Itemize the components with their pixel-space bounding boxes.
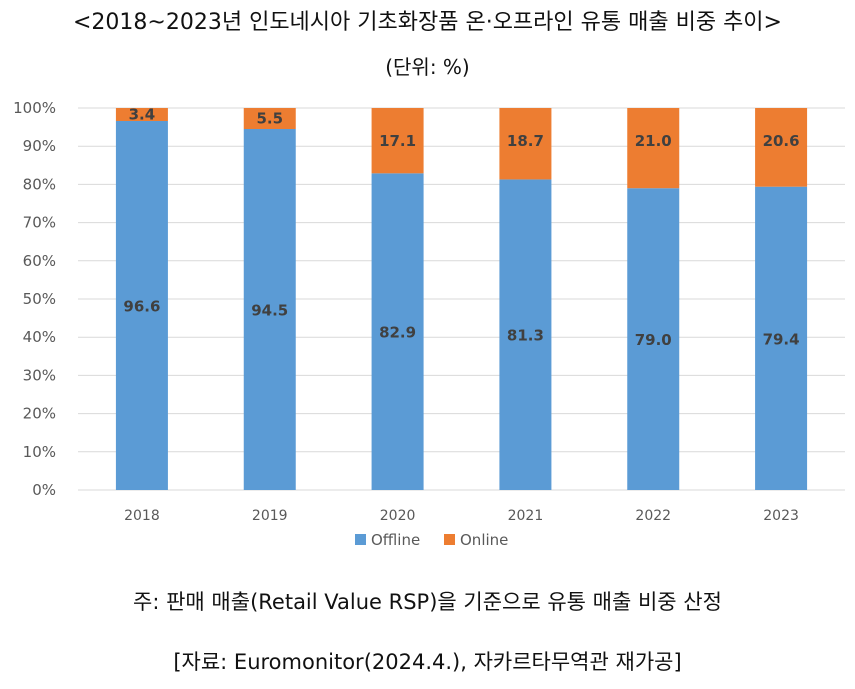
data-label-offline-2020: 82.9	[379, 324, 416, 342]
data-label-offline-2019: 94.5	[251, 302, 288, 320]
x-tick-label: 2023	[763, 508, 799, 524]
y-tick-label: 60%	[23, 252, 56, 270]
source-note: [자료: Euromonitor(2024.4.), 자카르타무역관 재가공]	[173, 650, 682, 674]
y-tick-label: 40%	[23, 328, 56, 346]
y-tick-label: 100%	[13, 99, 56, 117]
x-axis-ticks: 2018 2019 2020 2021 2022 2023	[124, 508, 799, 524]
unit-label: (단위: %)	[385, 55, 470, 79]
y-tick-label: 0%	[32, 481, 56, 499]
legend-label-offline: Offline	[371, 531, 420, 549]
legend: Offline Online	[355, 531, 508, 549]
data-label-offline-2022: 79.0	[635, 331, 672, 349]
bar-offline-2022	[627, 188, 680, 490]
data-label-online-2020: 17.1	[379, 132, 416, 150]
y-tick-label: 10%	[23, 443, 56, 461]
legend-swatch-offline	[355, 534, 366, 545]
data-label-online-2018: 3.4	[129, 105, 156, 123]
y-tick-label: 90%	[23, 137, 56, 155]
y-axis-ticks: 0% 10% 20% 30% 40% 50% 60% 70% 80% 90% 100%	[13, 99, 56, 499]
x-tick-label: 2021	[508, 508, 544, 524]
x-tick-label: 2022	[635, 508, 671, 524]
bar-online-2018	[115, 108, 168, 121]
data-label-offline-2018: 96.6	[123, 297, 160, 315]
data-label-online-2023: 20.6	[763, 132, 800, 150]
data-label-online-2019: 5.5	[256, 110, 283, 128]
data-label-offline-2021: 81.3	[507, 327, 544, 345]
data-label-offline-2023: 79.4	[763, 330, 800, 348]
bars	[115, 108, 808, 490]
bar-offline-2019	[243, 129, 296, 490]
bar-online-2022	[627, 108, 680, 189]
bar-online-2020	[371, 108, 424, 174]
bar-online-2021	[499, 108, 552, 180]
gridlines	[78, 107, 845, 491]
legend-swatch-online	[444, 534, 455, 545]
chart-title: <2018~2023년 인도네시아 기초화장품 온·오프라인 유통 매출 비중 …	[73, 10, 782, 35]
bar-offline-2021	[499, 179, 552, 490]
bar-online-2019	[243, 108, 296, 130]
data-label-online-2021: 18.7	[507, 132, 544, 150]
y-tick-label: 20%	[23, 405, 56, 423]
x-tick-label: 2020	[380, 508, 416, 524]
bar-online-2023	[755, 108, 808, 187]
x-tick-label: 2019	[252, 508, 288, 524]
y-tick-label: 30%	[23, 366, 56, 384]
bar-offline-2023	[755, 186, 808, 490]
footnote: 주: 판매 매출(Retail Value RSP)을 기준으로 유통 매출 비…	[133, 590, 722, 614]
x-tick-label: 2018	[124, 508, 160, 524]
bar-offline-2020	[371, 173, 424, 490]
data-labels: 96.6 3.4 94.5 5.5 82.9 17.1 81.3 18.7 79.0 21.0 79…	[123, 105, 799, 349]
data-label-online-2022: 21.0	[635, 132, 672, 150]
y-tick-label: 70%	[23, 214, 56, 232]
y-tick-label: 50%	[23, 290, 56, 308]
stacked-bar-chart: 0% 10% 20% 30% 40% 50% 60% 70% 80% 90% 100% 96.6 3.…	[13, 99, 845, 549]
y-tick-label: 80%	[23, 175, 56, 193]
legend-label-online: Online	[460, 531, 508, 549]
bar-offline-2018	[115, 120, 168, 490]
